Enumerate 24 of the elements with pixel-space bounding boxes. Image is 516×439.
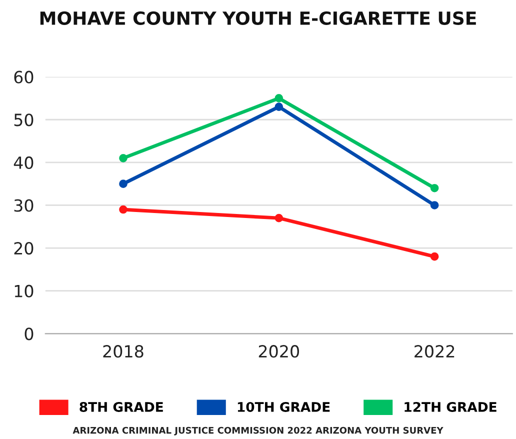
- x-tick-label: 2022: [414, 345, 454, 358]
- legend-label: 12TH GRADE: [404, 402, 496, 412]
- point: [119, 180, 128, 188]
- point: [274, 102, 284, 111]
- legend-label: 8TH GRADE: [80, 402, 163, 412]
- point: [274, 94, 284, 102]
- x-tick-label: 2020: [258, 345, 299, 358]
- chart-title: MOHAVE COUNTY YOUTH E-CIGARETTE USE: [40, 11, 476, 25]
- point: [430, 252, 439, 261]
- text: ARIZONA CRIMINAL JUSTICE COMMISSION 2022 ARIZONA YOUTH SURVEY: [72, 426, 444, 436]
- y-tick-label: 10: [14, 284, 34, 298]
- legend-label: 10TH GRADE: [238, 402, 330, 412]
- x-tick-label: 2018: [103, 345, 144, 358]
- y-tick-label: 20: [14, 242, 34, 255]
- y-tick-label: 50: [14, 114, 34, 126]
- point: [274, 214, 284, 222]
- point: [430, 184, 439, 192]
- y-tick-label: 60: [14, 70, 34, 84]
- y-tick-label: 30: [14, 199, 34, 212]
- y-tick-label: 0: [24, 328, 34, 340]
- point: [119, 154, 128, 162]
- point: [119, 205, 128, 214]
- y-tick-label: 40: [14, 156, 34, 169]
- point: [430, 201, 439, 210]
